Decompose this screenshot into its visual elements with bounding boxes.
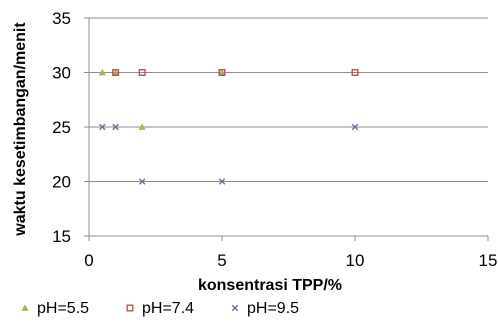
data-point-triangle — [98, 68, 106, 76]
data-point-x — [351, 123, 359, 131]
x-tick-label: 10 — [346, 251, 365, 270]
y-tick-label: 30 — [52, 64, 71, 83]
data-point-triangle — [218, 68, 226, 76]
data-points — [98, 68, 359, 185]
grid — [89, 17, 488, 182]
legend-label: pH=7.4 — [142, 300, 194, 317]
x-tick-label: 5 — [217, 251, 226, 270]
legend-marker-triangle — [21, 304, 29, 311]
data-point-triangle — [138, 123, 146, 130]
y-tick-label: 15 — [52, 227, 71, 246]
data-point-x — [218, 178, 226, 185]
x-tick-label: 0 — [84, 251, 93, 270]
tick-labels: 15 20 25 30 35 0 5 10 15 — [52, 9, 497, 270]
data-point-x — [99, 123, 106, 131]
legend-label: pH=5.5 — [37, 300, 89, 317]
data-point-triangle — [112, 68, 120, 76]
legend-marker-x-stroke — [231, 304, 239, 312]
legend-marker-square — [126, 304, 134, 312]
axes — [84, 17, 489, 241]
data-point-x-stroke — [112, 123, 119, 131]
legend-marker-x — [231, 304, 239, 312]
x-axis-title: konsentrasi TPP/% — [198, 277, 342, 294]
data-point-square — [138, 68, 146, 76]
y-tick-label: 35 — [52, 9, 71, 28]
data-point-square — [351, 68, 359, 76]
data-point-x-stroke — [99, 123, 106, 131]
legend: pH=5.5 pH=7.4 pH=9.5 — [21, 300, 299, 317]
data-point-square — [218, 68, 226, 76]
legend-label: pH=9.5 — [247, 300, 299, 317]
data-point-x-stroke — [218, 178, 226, 185]
y-tick-label: 20 — [52, 173, 71, 192]
x-tick-label: 15 — [479, 251, 498, 270]
data-point-x — [138, 178, 146, 185]
data-point-square — [112, 68, 120, 76]
data-point-x — [112, 123, 119, 131]
data-point-x-stroke — [351, 123, 359, 131]
y-axis-title: waktu kesetimbangan/menit — [12, 22, 29, 237]
y-tick-label: 25 — [52, 118, 71, 137]
data-point-x-stroke — [138, 178, 146, 185]
